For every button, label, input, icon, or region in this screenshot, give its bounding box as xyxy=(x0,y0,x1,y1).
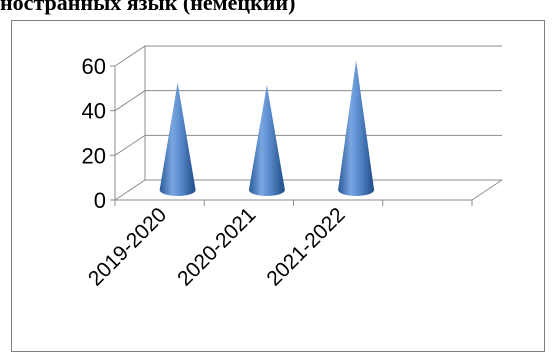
cone-2021-2022 xyxy=(338,60,375,196)
label-layer: 0 20 40 60 2019-2020 2020-2021 2021-2022 xyxy=(82,54,350,291)
cone-body xyxy=(338,60,375,196)
cone-2019-2020 xyxy=(159,82,196,196)
floor-edge xyxy=(471,179,503,201)
gridline xyxy=(114,45,502,67)
cone-body xyxy=(248,85,285,196)
cone-body xyxy=(159,82,196,196)
cone-2020-2021 xyxy=(248,85,285,196)
axis-layer xyxy=(110,65,473,206)
cone-layer xyxy=(159,60,375,196)
chart-frame xyxy=(11,20,545,352)
x-tick-label: 2021-2022 xyxy=(262,203,349,290)
chart-title: ностранных язык (немецкий) xyxy=(0,0,296,15)
y-tick-label: 40 xyxy=(82,99,106,124)
x-tick-label: 2019-2020 xyxy=(84,203,171,290)
x-tick-label: 2020-2021 xyxy=(173,203,260,290)
y-tick-label: 0 xyxy=(94,188,106,213)
grid-layer xyxy=(114,45,503,201)
gridline xyxy=(114,90,502,112)
y-tick-label: 20 xyxy=(82,143,106,168)
y-tick-label: 60 xyxy=(82,54,106,79)
